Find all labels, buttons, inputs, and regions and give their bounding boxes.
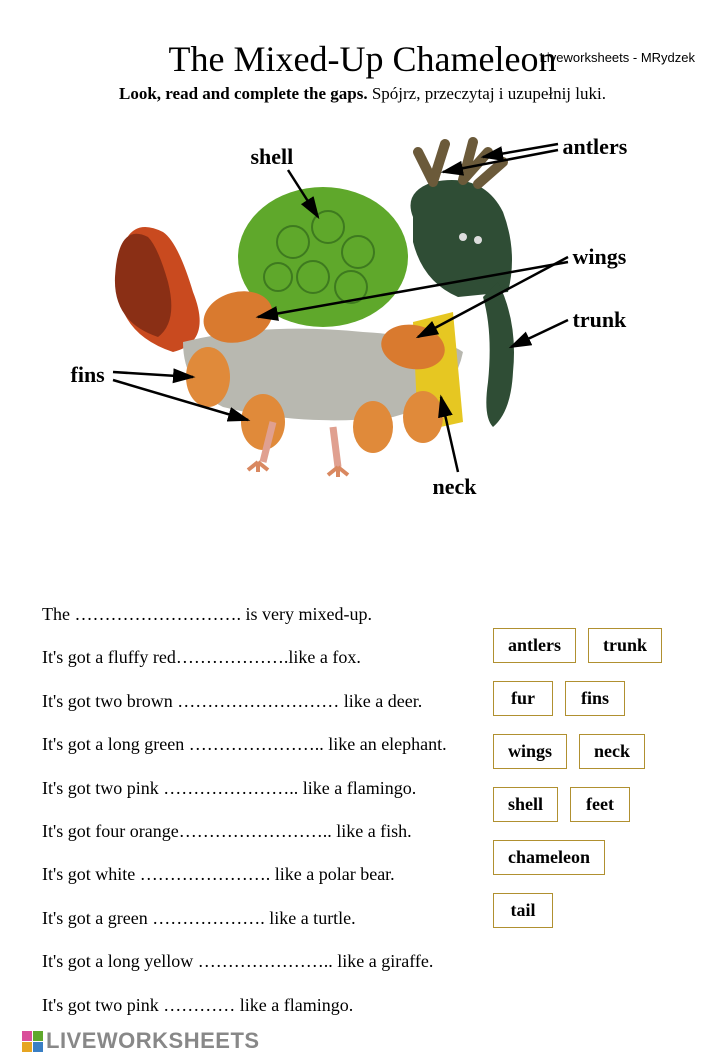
sentence[interactable]: It's got a long yellow ………………….. like a … <box>42 950 487 973</box>
sentences-block: The ………………………. is very mixed-up. It's go… <box>42 603 487 1037</box>
diagram: shell antlers wings trunk neck fins <box>63 122 663 502</box>
wordbank-item[interactable]: fur <box>493 681 553 716</box>
sentence[interactable]: It's got two pink ………… like a flamingo. <box>42 994 487 1017</box>
footer-text: LIVEWORKSHEETS <box>46 1028 260 1054</box>
wordbank-item[interactable]: antlers <box>493 628 576 663</box>
wordbank-item[interactable]: trunk <box>588 628 662 663</box>
label-neck: neck <box>433 474 477 500</box>
label-trunk: trunk <box>573 307 627 333</box>
wordbank-item[interactable]: wings <box>493 734 567 769</box>
sentence[interactable]: It's got two brown ……………………… like a deer… <box>42 690 487 713</box>
label-fins: fins <box>71 362 105 388</box>
label-antlers: antlers <box>563 134 628 160</box>
wordbank-item[interactable]: chameleon <box>493 840 605 875</box>
sentence[interactable]: It's got a green ………………. like a turtle. <box>42 907 487 930</box>
wordbank-item[interactable]: fins <box>565 681 625 716</box>
logo-squares-icon <box>22 1031 43 1052</box>
sentence[interactable]: It's got two pink ………………….. like a flami… <box>42 777 487 800</box>
label-shell: shell <box>251 144 294 170</box>
footer-logo: LIVEWORKSHEETS <box>22 1028 260 1054</box>
instructions-plain: Spójrz, przeczytaj i uzupełnij luki. <box>368 84 606 103</box>
wordbank: antlers trunk fur fins wings neck shell … <box>493 628 693 946</box>
sentence[interactable]: It's got four orange…………………….. like a fi… <box>42 820 487 843</box>
sentence[interactable]: It's got a fluffy red……………….like a fox. <box>42 646 487 669</box>
wordbank-item[interactable]: feet <box>570 787 630 822</box>
wordbank-item[interactable]: tail <box>493 893 553 928</box>
sentence[interactable]: It's got a long green ………………….. like an … <box>42 733 487 756</box>
wordbank-item[interactable]: neck <box>579 734 645 769</box>
attribution-text: Liveworksheets - MRydzek <box>540 50 695 65</box>
wordbank-item[interactable]: shell <box>493 787 558 822</box>
sentence[interactable]: It's got white …………………. like a polar bea… <box>42 863 487 886</box>
instructions-bold: Look, read and complete the gaps. <box>119 84 368 103</box>
instructions: Look, read and complete the gaps. Spójrz… <box>0 84 725 104</box>
sentence[interactable]: The ………………………. is very mixed-up. <box>42 603 487 626</box>
label-wings: wings <box>573 244 627 270</box>
